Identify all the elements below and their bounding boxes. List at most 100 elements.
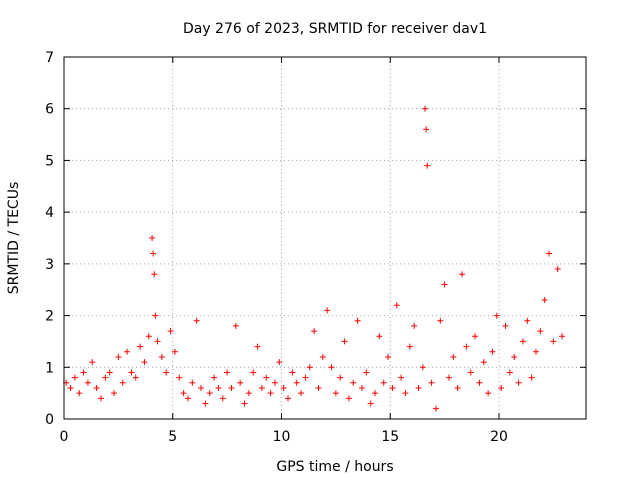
chart-title: Day 276 of 2023, SRMTID for receiver dav… (183, 21, 487, 37)
data-point (263, 374, 270, 381)
data-point (145, 333, 152, 340)
data-point (80, 369, 87, 376)
data-point (332, 390, 339, 397)
data-point (258, 384, 265, 391)
data-point (198, 384, 205, 391)
data-point (115, 353, 122, 360)
data-point (337, 374, 344, 381)
data-point (324, 307, 331, 314)
data-point (380, 379, 387, 386)
data-point (450, 353, 457, 360)
x-axis-label: GPS time / hours (276, 459, 393, 475)
data-point (428, 379, 435, 386)
data-point (311, 328, 318, 335)
data-point (102, 374, 109, 381)
data-point (389, 384, 396, 391)
data-point (315, 384, 322, 391)
data-point (84, 379, 91, 386)
data-point (219, 395, 226, 402)
data-point (280, 384, 287, 391)
data-point (367, 400, 374, 407)
data-point (328, 364, 335, 371)
data-point (267, 390, 274, 397)
data-points (63, 105, 566, 412)
data-point (354, 317, 361, 324)
data-point (528, 374, 535, 381)
y-tick-label: 6 (45, 102, 54, 118)
data-point (406, 343, 413, 350)
data-point (152, 312, 159, 319)
x-tick-label: 0 (60, 429, 69, 445)
data-point (498, 384, 505, 391)
data-point (402, 390, 409, 397)
data-point (224, 369, 231, 376)
x-tick-label: 10 (273, 429, 291, 445)
data-point (524, 317, 531, 324)
data-point (476, 379, 483, 386)
data-point (472, 333, 479, 340)
data-point (398, 374, 405, 381)
data-point (532, 348, 539, 355)
data-point (376, 333, 383, 340)
y-tick-label: 7 (45, 50, 54, 66)
x-tick-label: 5 (168, 429, 177, 445)
data-point (422, 105, 429, 112)
data-point (150, 250, 157, 257)
data-point (158, 353, 165, 360)
data-point (237, 379, 244, 386)
data-point (184, 395, 191, 402)
data-point (424, 162, 431, 169)
data-point (411, 322, 418, 329)
data-point (345, 395, 352, 402)
data-point (93, 384, 100, 391)
data-point (302, 374, 309, 381)
data-point (241, 400, 248, 407)
y-tick-label: 4 (45, 205, 54, 221)
data-point (176, 374, 183, 381)
data-point (432, 405, 439, 412)
data-point (137, 343, 144, 350)
data-point (350, 379, 357, 386)
axis-ticks: 0 5 10 15 20 0 1 2 3 4 5 6 7 (45, 50, 586, 445)
data-point (215, 384, 222, 391)
data-point (276, 359, 283, 366)
y-tick-label: 1 (45, 360, 54, 376)
data-point (437, 317, 444, 324)
data-point (206, 390, 213, 397)
data-point (393, 302, 400, 309)
data-point (97, 395, 104, 402)
data-point (423, 126, 430, 133)
data-point (132, 374, 139, 381)
data-point (515, 379, 522, 386)
y-axis-label: SRMTID / TECUs (6, 182, 22, 295)
data-point (463, 343, 470, 350)
data-point (511, 353, 518, 360)
data-point (128, 369, 135, 376)
y-tick-label: 3 (45, 257, 54, 273)
data-point (489, 348, 496, 355)
data-point (285, 395, 292, 402)
data-point (76, 390, 83, 397)
data-point (245, 390, 252, 397)
data-point (306, 364, 313, 371)
data-point (124, 348, 131, 355)
data-point (154, 338, 161, 345)
data-point (271, 379, 278, 386)
data-point (506, 369, 513, 376)
data-point (480, 359, 487, 366)
data-point (293, 379, 300, 386)
data-point (385, 353, 392, 360)
data-point (519, 338, 526, 345)
plot-frame (63, 56, 587, 420)
y-tick-label: 2 (45, 309, 54, 325)
data-point (141, 359, 148, 366)
data-point (546, 250, 553, 257)
data-point (358, 384, 365, 391)
data-point (193, 317, 200, 324)
data-point (71, 374, 78, 381)
data-point (254, 343, 261, 350)
y-tick-label: 0 (45, 412, 54, 428)
x-tick-label: 20 (490, 429, 508, 445)
data-point (149, 235, 156, 241)
